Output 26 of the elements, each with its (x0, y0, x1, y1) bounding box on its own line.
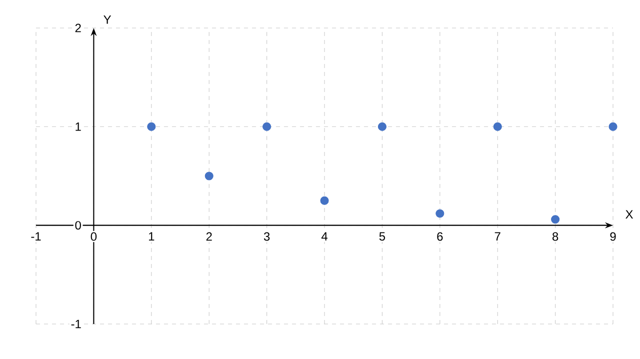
y-axis-title: Y (104, 15, 112, 24)
y-tick-label: 1 (76, 122, 81, 131)
x-tick-label: 6 (437, 232, 443, 241)
x-tick-label: 3 (264, 232, 270, 241)
x-tick-label: 0 (90, 232, 97, 241)
point (147, 122, 156, 131)
x-tick-label: 4 (321, 232, 328, 241)
x-tick-label: 8 (552, 232, 558, 241)
x-axis-title: X (626, 210, 634, 218)
point (608, 122, 618, 131)
x-tick-label: 2 (206, 232, 212, 241)
point (378, 122, 386, 131)
point (320, 196, 329, 205)
y-tick-label: 0 (75, 221, 81, 230)
x-tick-label: 5 (379, 232, 386, 241)
x-tick-label: 7 (494, 232, 500, 241)
point (262, 122, 272, 131)
x-tick-label: 1 (148, 232, 154, 241)
point (204, 172, 214, 180)
point (551, 215, 560, 224)
y-tick-label: -1 (71, 320, 81, 328)
point (436, 209, 444, 218)
point (493, 122, 502, 131)
x-tick-label: -1 (31, 232, 41, 241)
x-tick-label: 9 (610, 232, 616, 241)
y-tick-label: 2 (75, 24, 81, 32)
